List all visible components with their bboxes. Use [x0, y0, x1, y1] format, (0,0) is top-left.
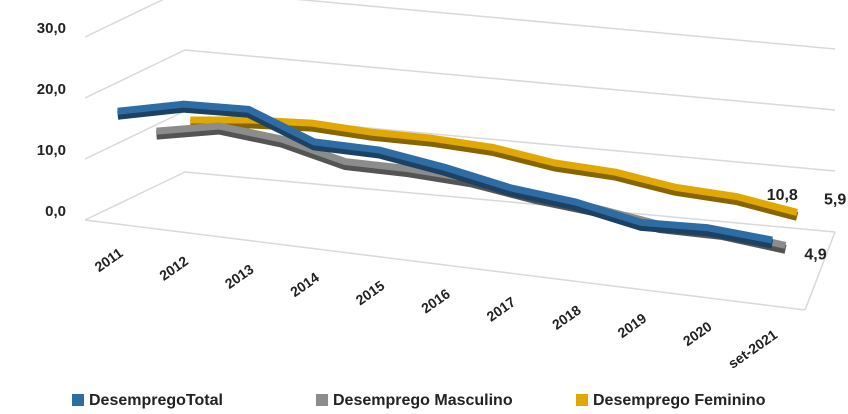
- floor-side: [804, 231, 836, 311]
- x-tick-label: 2016: [418, 285, 453, 316]
- y-tick-label: 0,0: [45, 203, 66, 220]
- series-shadow: [190, 119, 799, 221]
- x-tick-label: 2017: [484, 293, 519, 324]
- legend-swatch: [576, 394, 588, 406]
- x-tick-label: 2020: [680, 318, 715, 349]
- x-tick-label: 2014: [287, 269, 322, 300]
- data-label: 4,9: [804, 247, 826, 264]
- grid-line: [84, 0, 836, 50]
- x-tick-label: 2013: [222, 261, 257, 292]
- y-tick-label: 30,0: [37, 20, 66, 37]
- data-label: 10,8: [767, 187, 798, 204]
- y-tick-label: 10,0: [37, 142, 66, 159]
- legend-swatch: [72, 394, 84, 406]
- x-tick-label: 2019: [615, 310, 650, 341]
- data-label: 5,9: [824, 192, 846, 209]
- grid-line: [84, 49, 836, 111]
- floor-edge: [84, 219, 806, 311]
- legend-label: Desemprego Masculino: [333, 392, 513, 409]
- legend-label: DesempregoTotal: [89, 392, 223, 409]
- x-tick-label: 2012: [156, 253, 191, 284]
- legend-swatch: [316, 394, 328, 406]
- x-tick-label: 2015: [353, 277, 388, 308]
- series-line: [117, 100, 773, 244]
- series-line: [190, 116, 799, 216]
- y-tick-label: 20,0: [37, 81, 66, 98]
- series-shadow: [117, 103, 774, 249]
- x-tick-label: 2011: [92, 244, 126, 275]
- x-tick-label: 2018: [549, 302, 584, 333]
- x-tick-label: set-2021: [725, 326, 780, 371]
- legend-label: Desemprego Feminino: [593, 392, 766, 409]
